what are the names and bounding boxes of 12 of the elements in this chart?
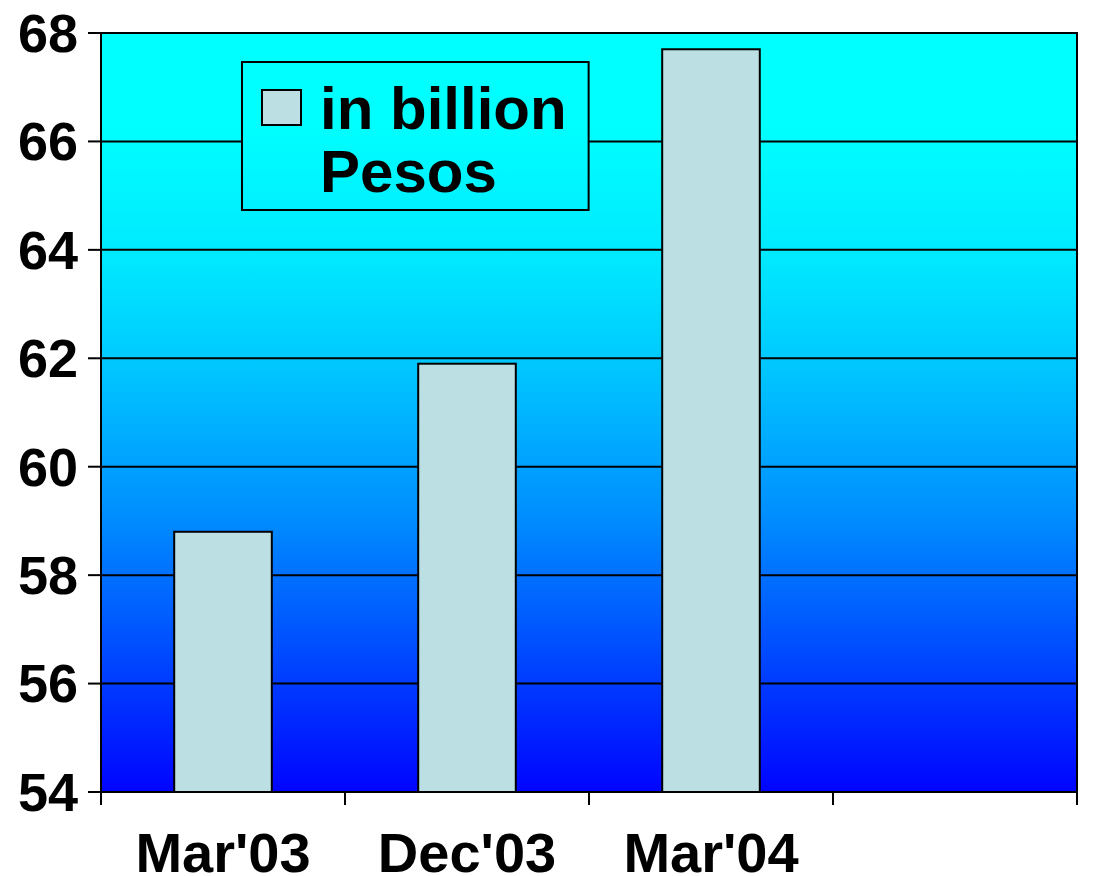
x-tick-label: Mar'04 [623, 821, 799, 876]
y-tick-label: 62 [17, 328, 78, 389]
y-tick-label: 68 [17, 2, 78, 63]
y-tick-label: 66 [17, 111, 78, 172]
x-tick-label: Mar'03 [135, 821, 311, 876]
legend-label: in billion Pesos [320, 75, 567, 205]
y-tick-label: 54 [17, 761, 78, 822]
y-tick-label: 56 [17, 653, 78, 714]
y-tick-label: 60 [17, 436, 78, 497]
y-tick-label: 64 [17, 219, 78, 280]
y-tick-label: 58 [17, 545, 78, 606]
x-tick-label: Dec'03 [377, 821, 557, 876]
